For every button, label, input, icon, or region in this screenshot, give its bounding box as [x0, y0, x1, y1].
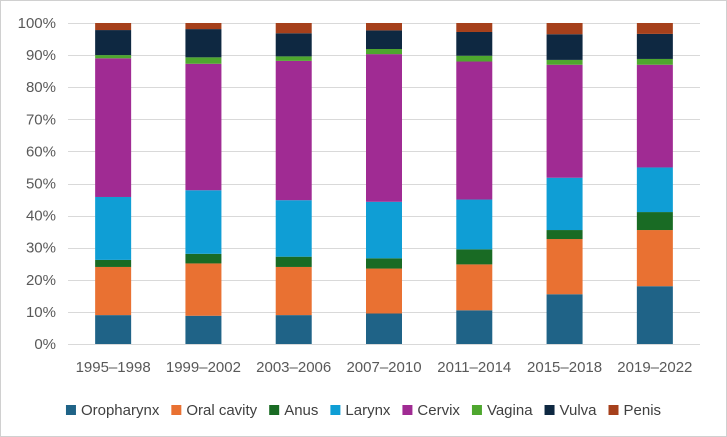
- bar-segment-larynx: [95, 196, 132, 260]
- x-tick-label: 2003–2006: [256, 359, 331, 376]
- bar-segment-vulva: [275, 33, 312, 57]
- bar-segment-vulva: [366, 30, 402, 50]
- legend-swatch: [171, 405, 182, 415]
- bar-segment-larynx: [275, 200, 312, 257]
- bar-segment-larynx: [546, 177, 583, 231]
- bar-segment-cervix: [185, 63, 222, 191]
- bar-segment-penis: [275, 23, 312, 34]
- bar-segment-oral-cavity: [275, 266, 312, 316]
- bar-segment-vagina: [366, 49, 402, 55]
- y-tick-label: 60%: [26, 143, 56, 160]
- y-tick-label: 80%: [26, 79, 56, 96]
- x-tick-label: 2015–2018: [527, 359, 602, 376]
- bar-segment-anus: [95, 259, 132, 267]
- bar-segment-oral-cavity: [185, 263, 222, 316]
- bar-segment-vulva: [636, 33, 673, 59]
- x-tick-label: 2019–2022: [617, 359, 692, 376]
- bar-segment-oropharynx: [185, 315, 222, 344]
- bar-segment-vagina: [185, 57, 222, 64]
- bar-segment-vulva: [456, 31, 493, 56]
- y-tick-label: 70%: [26, 111, 56, 128]
- legend-swatch: [471, 405, 482, 415]
- bar-segment-penis: [636, 23, 673, 34]
- bar-segment-vagina: [636, 58, 673, 65]
- x-axis-tick-labels: 1995–1998 1999–2002 2003–2006 2007–2010 2011…: [76, 359, 693, 376]
- legend-label: Anus: [284, 402, 318, 419]
- legend-label: Oral cavity: [186, 402, 257, 419]
- legend-label: Vagina: [487, 402, 533, 419]
- y-tick-label: 40%: [26, 208, 56, 225]
- bar-segment-penis: [456, 23, 493, 32]
- bar-segment-oral-cavity: [456, 264, 493, 311]
- bars: [95, 23, 673, 344]
- legend-swatch: [402, 405, 413, 415]
- x-tick-label: 1999–2002: [166, 359, 241, 376]
- x-tick-label: 2011–2014: [437, 359, 511, 376]
- bar-segment-oropharynx: [636, 286, 673, 344]
- bar-segment-vagina: [95, 55, 132, 59]
- bar-segment-cervix: [546, 64, 583, 178]
- bar-segment-penis: [546, 23, 583, 35]
- bar-segment-vagina: [546, 59, 583, 65]
- bar-segment-vulva: [95, 30, 132, 56]
- bar-segment-cervix: [636, 64, 673, 168]
- bar-segment-oropharynx: [95, 315, 132, 344]
- bar-segment-penis: [366, 23, 402, 31]
- bar-segment-oropharynx: [546, 294, 583, 344]
- y-axis-tick-labels: 0% 10% 20% 30% 40% 50% 60% 70% 80% 90% 100%: [18, 15, 56, 353]
- legend-label: Penis: [624, 402, 662, 419]
- bar-segment-anus: [456, 249, 493, 265]
- y-tick-label: 100%: [18, 15, 56, 32]
- y-tick-label: 20%: [26, 272, 56, 289]
- y-tick-label: 50%: [26, 176, 56, 193]
- legend-swatch: [269, 405, 280, 415]
- bar-segment-oropharynx: [456, 310, 493, 344]
- bar-segment-vulva: [546, 34, 583, 60]
- legend-swatch: [608, 405, 619, 415]
- bar-segment-larynx: [456, 199, 493, 250]
- x-tick-label: 1995–1998: [76, 359, 151, 376]
- x-tick-label: 2007–2010: [346, 359, 421, 376]
- bar-segment-cervix: [456, 61, 493, 200]
- bar-segment-oropharynx: [275, 315, 312, 344]
- bar-segment-penis: [185, 23, 222, 30]
- bar-segment-anus: [185, 253, 222, 264]
- bar-segment-oral-cavity: [546, 239, 583, 295]
- legend-swatch: [544, 405, 555, 415]
- bar-segment-cervix: [95, 58, 132, 197]
- bar-segment-anus: [366, 258, 402, 269]
- y-tick-label: 10%: [26, 304, 56, 321]
- legend-swatch: [65, 405, 76, 415]
- legend-label: Larynx: [345, 402, 391, 419]
- bar-segment-oral-cavity: [366, 268, 402, 314]
- bar-segment-cervix: [275, 60, 312, 201]
- bar-segment-larynx: [185, 190, 222, 254]
- bar-segment-anus: [546, 230, 583, 240]
- legend-label: Oropharynx: [81, 402, 160, 419]
- bar-segment-larynx: [636, 167, 673, 213]
- legend-label: Cervix: [417, 402, 460, 419]
- bar-segment-oropharynx: [366, 313, 402, 344]
- y-tick-label: 90%: [26, 47, 56, 64]
- bar-segment-oral-cavity: [636, 230, 673, 287]
- y-tick-label: 0%: [34, 336, 56, 353]
- bar-segment-penis: [95, 23, 132, 31]
- bar-segment-vagina: [275, 56, 312, 61]
- bar-segment-larynx: [366, 201, 402, 259]
- legend-label: Vulva: [560, 402, 598, 419]
- bar-segment-vagina: [456, 55, 493, 62]
- bar-segment-anus: [275, 256, 312, 267]
- bar-segment-vulva: [185, 29, 222, 58]
- y-tick-label: 30%: [26, 240, 56, 257]
- bar-segment-oral-cavity: [95, 266, 132, 316]
- bar-segment-anus: [636, 212, 673, 231]
- legend-swatch: [330, 405, 341, 415]
- legend: Oropharynx Oral cavity Anus Larynx Cervix Vag…: [65, 402, 662, 419]
- bar-segment-cervix: [366, 54, 402, 202]
